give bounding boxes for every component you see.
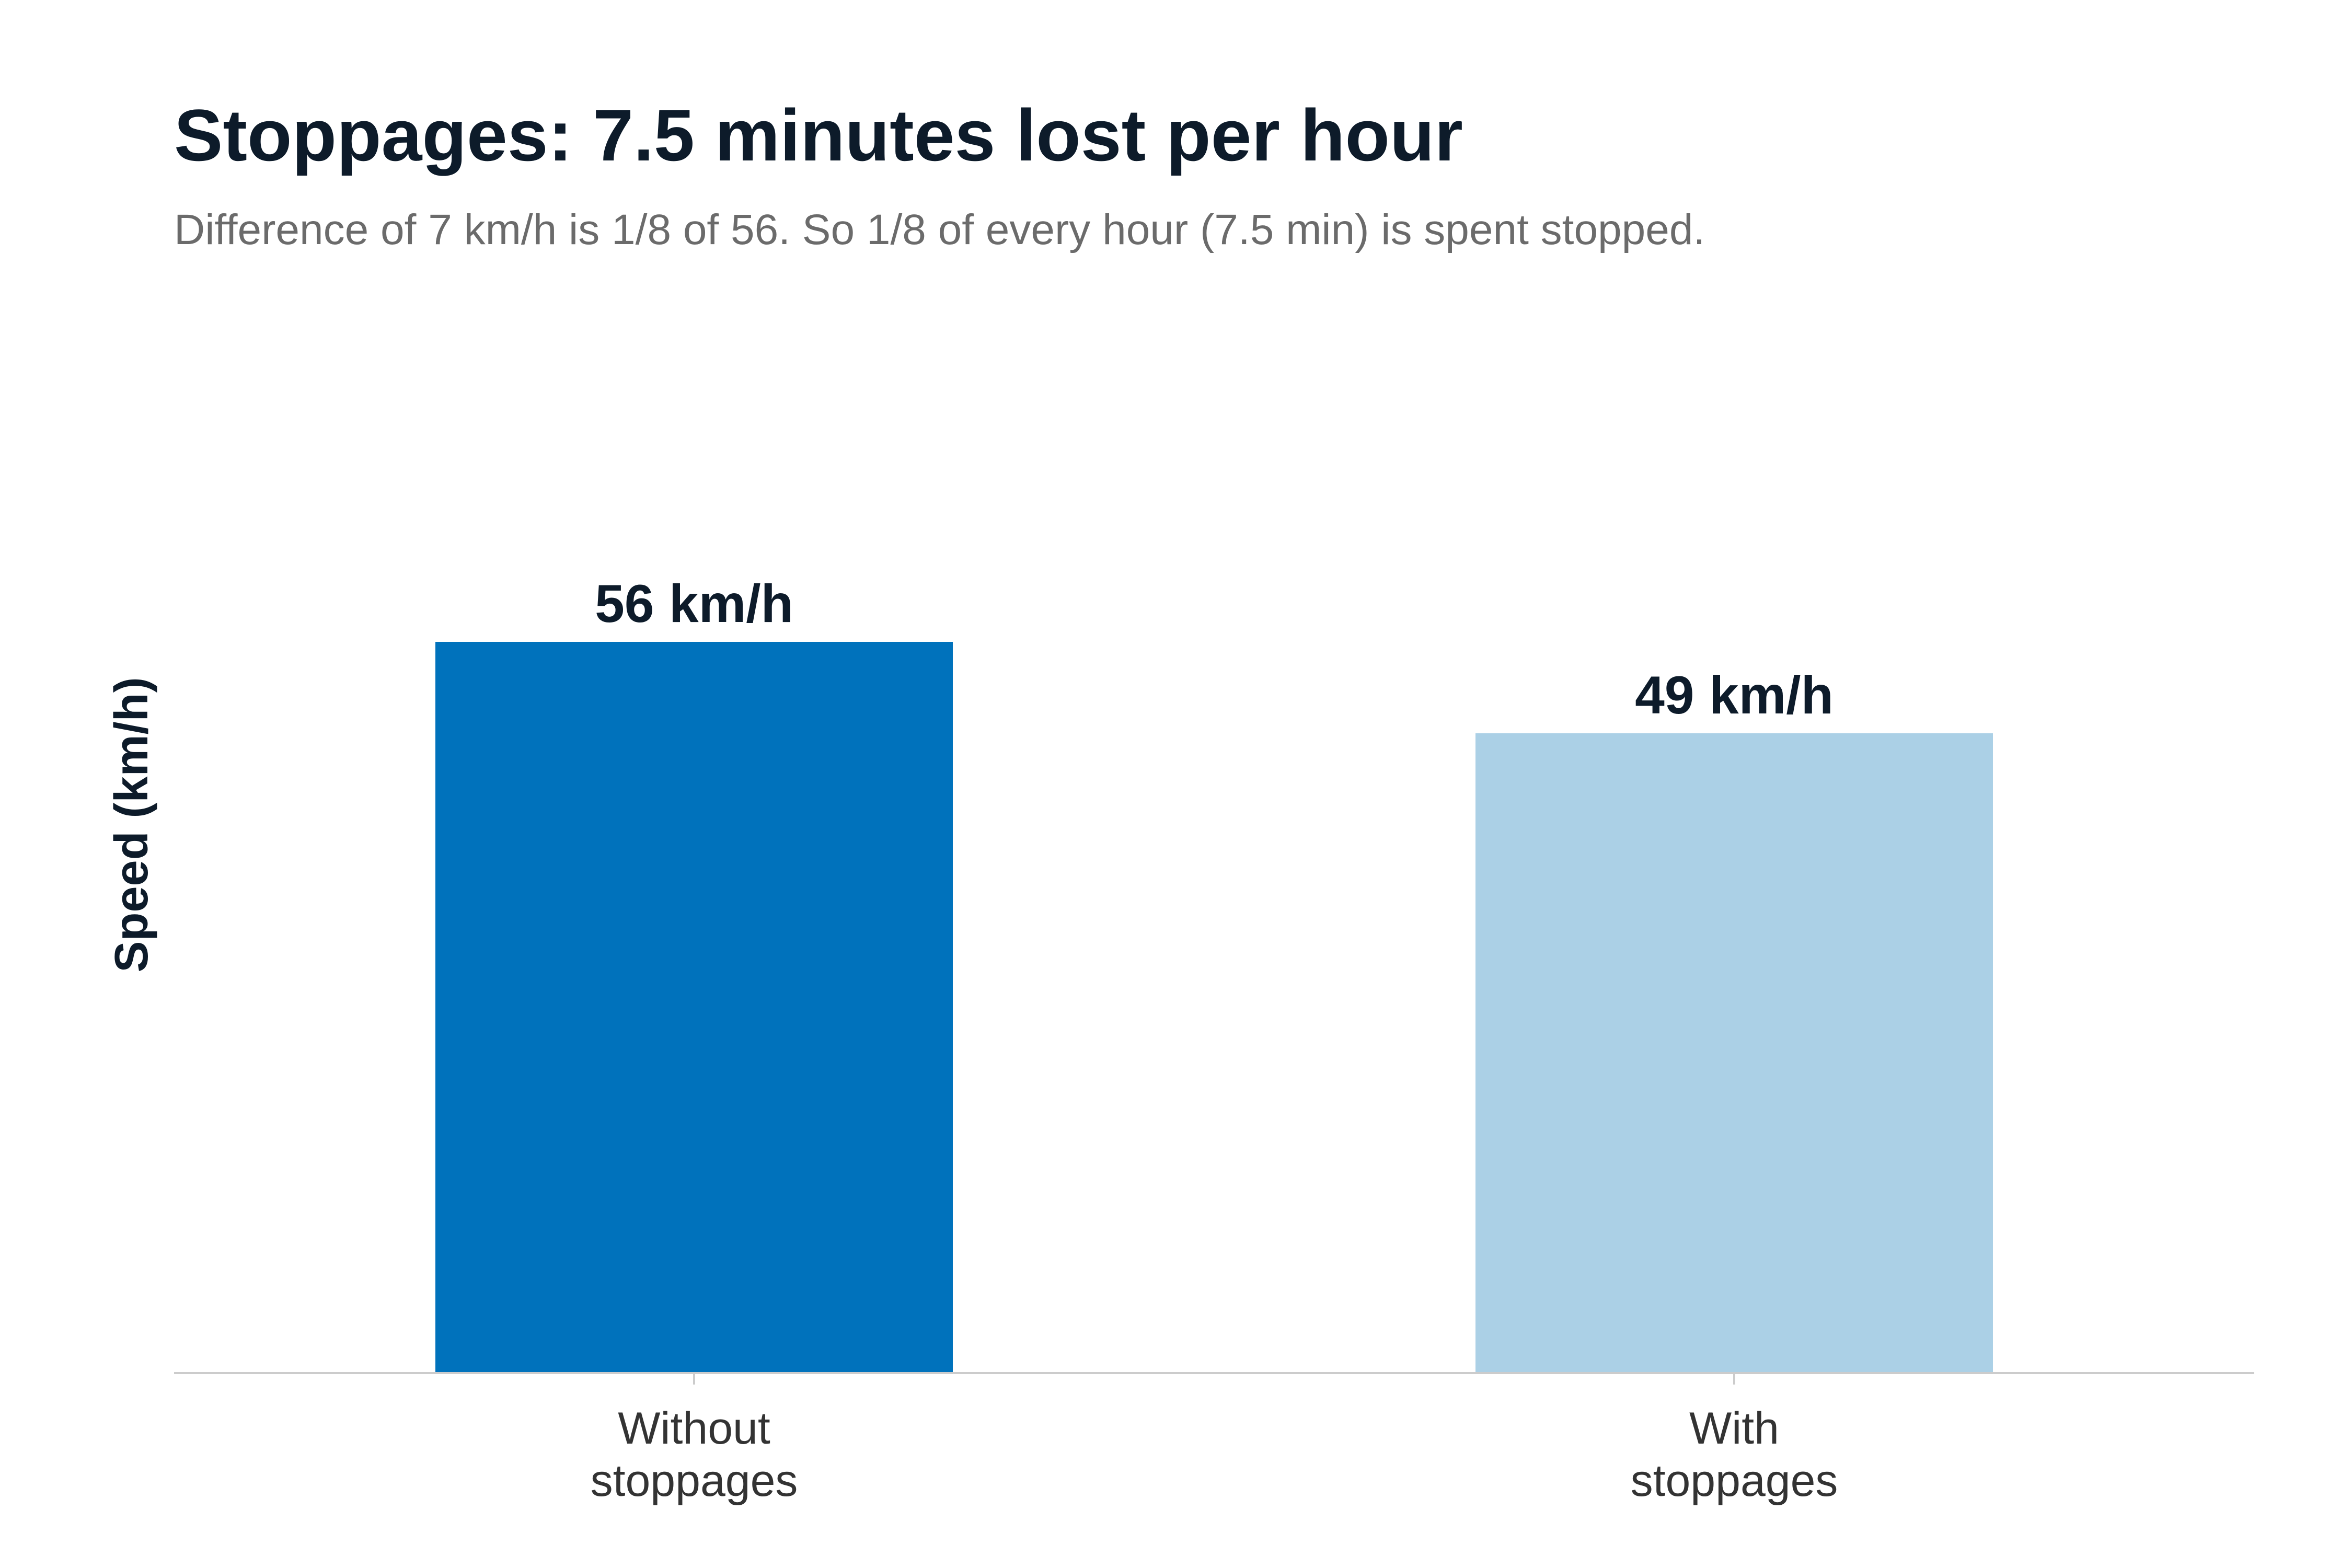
bar-1 <box>1475 733 1993 1373</box>
x-tick-label-0-line-1: stoppages <box>591 1456 798 1506</box>
bars-layer: 56 km/h 49 km/h <box>435 574 1993 1373</box>
x-tick-label-1-line-1: stoppages <box>1631 1456 1838 1506</box>
x-tick-label-1-line-0: With <box>1689 1403 1779 1454</box>
data-label-0: 56 km/h <box>595 574 793 633</box>
x-tick-label-1: With stoppages <box>1631 1403 1838 1506</box>
bar-0 <box>435 642 953 1373</box>
x-tick-label-0-line-0: Without <box>618 1403 770 1454</box>
x-tick-label-0: Without stoppages <box>591 1403 798 1506</box>
data-label-1: 49 km/h <box>1635 665 1834 725</box>
chart-title: Stoppages: 7.5 minutes lost per hour <box>174 94 1463 176</box>
chart-subtitle: Difference of 7 km/h is 1/8 of 56. So 1/… <box>174 206 1705 253</box>
y-axis-label: Speed (km/h) <box>106 677 158 972</box>
